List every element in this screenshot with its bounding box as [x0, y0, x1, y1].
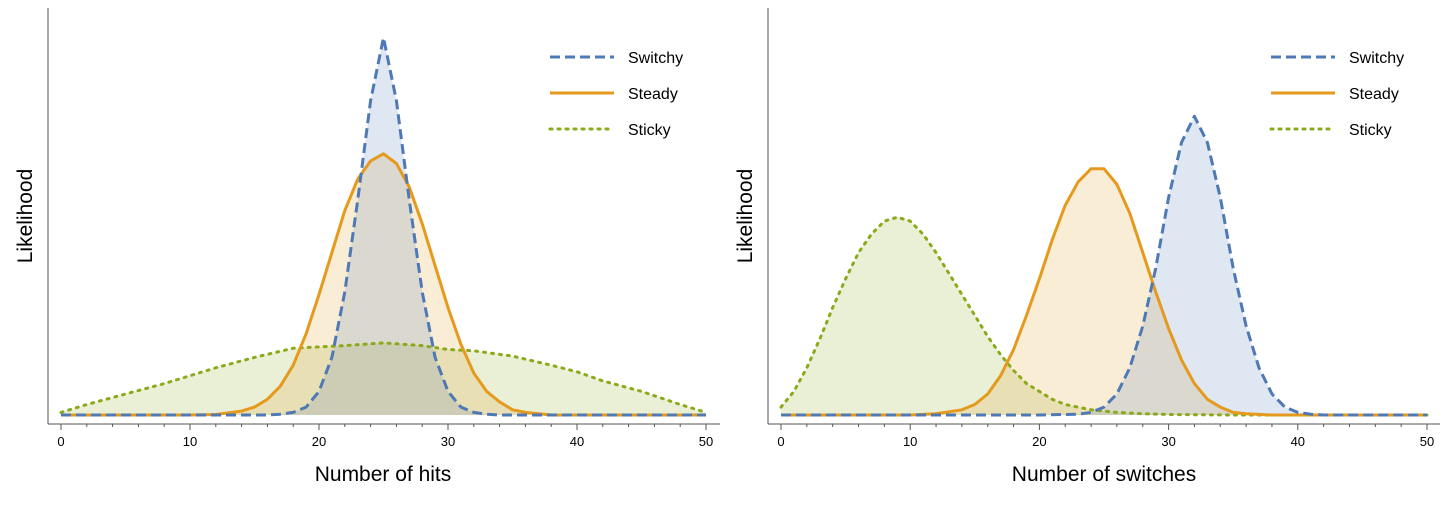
legend: Switchy Steady Sticky — [548, 50, 683, 139]
chart-panel-2: 0 10 20 30 40 50 Number of switches Likelihood S… — [734, 8, 1440, 486]
x-tick-label: 30 — [1161, 434, 1175, 449]
legend-label-sticky: Sticky — [628, 122, 671, 139]
series-line-switchy — [61, 36, 706, 417]
legend-label-steady: Steady — [628, 86, 678, 103]
legend-label-switchy: Switchy — [628, 50, 683, 67]
series-fill-switchy — [61, 37, 706, 415]
x-tick-label: 30 — [441, 434, 455, 449]
series-fill-steady — [781, 168, 1427, 415]
x-tick-label: 0 — [57, 434, 64, 449]
x-tick-label: 20 — [1032, 434, 1046, 449]
x-tick-label: 40 — [570, 434, 584, 449]
x-tick-label: 50 — [1420, 434, 1434, 449]
x-tick-label: 40 — [1291, 434, 1305, 449]
legend-label-switchy: Switchy — [1349, 50, 1404, 67]
y-axis-label: Likelihood — [14, 169, 37, 264]
legend-label-sticky: Sticky — [1349, 122, 1392, 139]
x-axis-label: Number of switches — [1012, 463, 1196, 486]
x-axis-label: Number of hits — [315, 463, 452, 486]
series-line-steady — [61, 152, 706, 417]
series-fill-steady — [61, 153, 706, 416]
series-line-switchy — [781, 114, 1427, 417]
x-tick-label: 50 — [699, 434, 713, 449]
x-tick-label: 10 — [183, 434, 197, 449]
series-fill-sticky — [781, 217, 1427, 415]
series-line-sticky — [59, 341, 708, 414]
y-axis-label: Likelihood — [734, 169, 757, 264]
x-tick-label: 10 — [903, 434, 917, 449]
x-tick-label: 0 — [777, 434, 784, 449]
legend-label-steady: Steady — [1349, 86, 1399, 103]
x-tick-label: 20 — [312, 434, 326, 449]
series-line-sticky — [779, 215, 1429, 417]
chart-panel-1: 0 10 20 30 40 50 Number of hits Likelihood Switc… — [14, 8, 720, 486]
series-fill-sticky — [61, 342, 706, 415]
series-line-steady — [781, 167, 1427, 417]
legend: Switchy Steady Sticky — [1269, 50, 1404, 139]
